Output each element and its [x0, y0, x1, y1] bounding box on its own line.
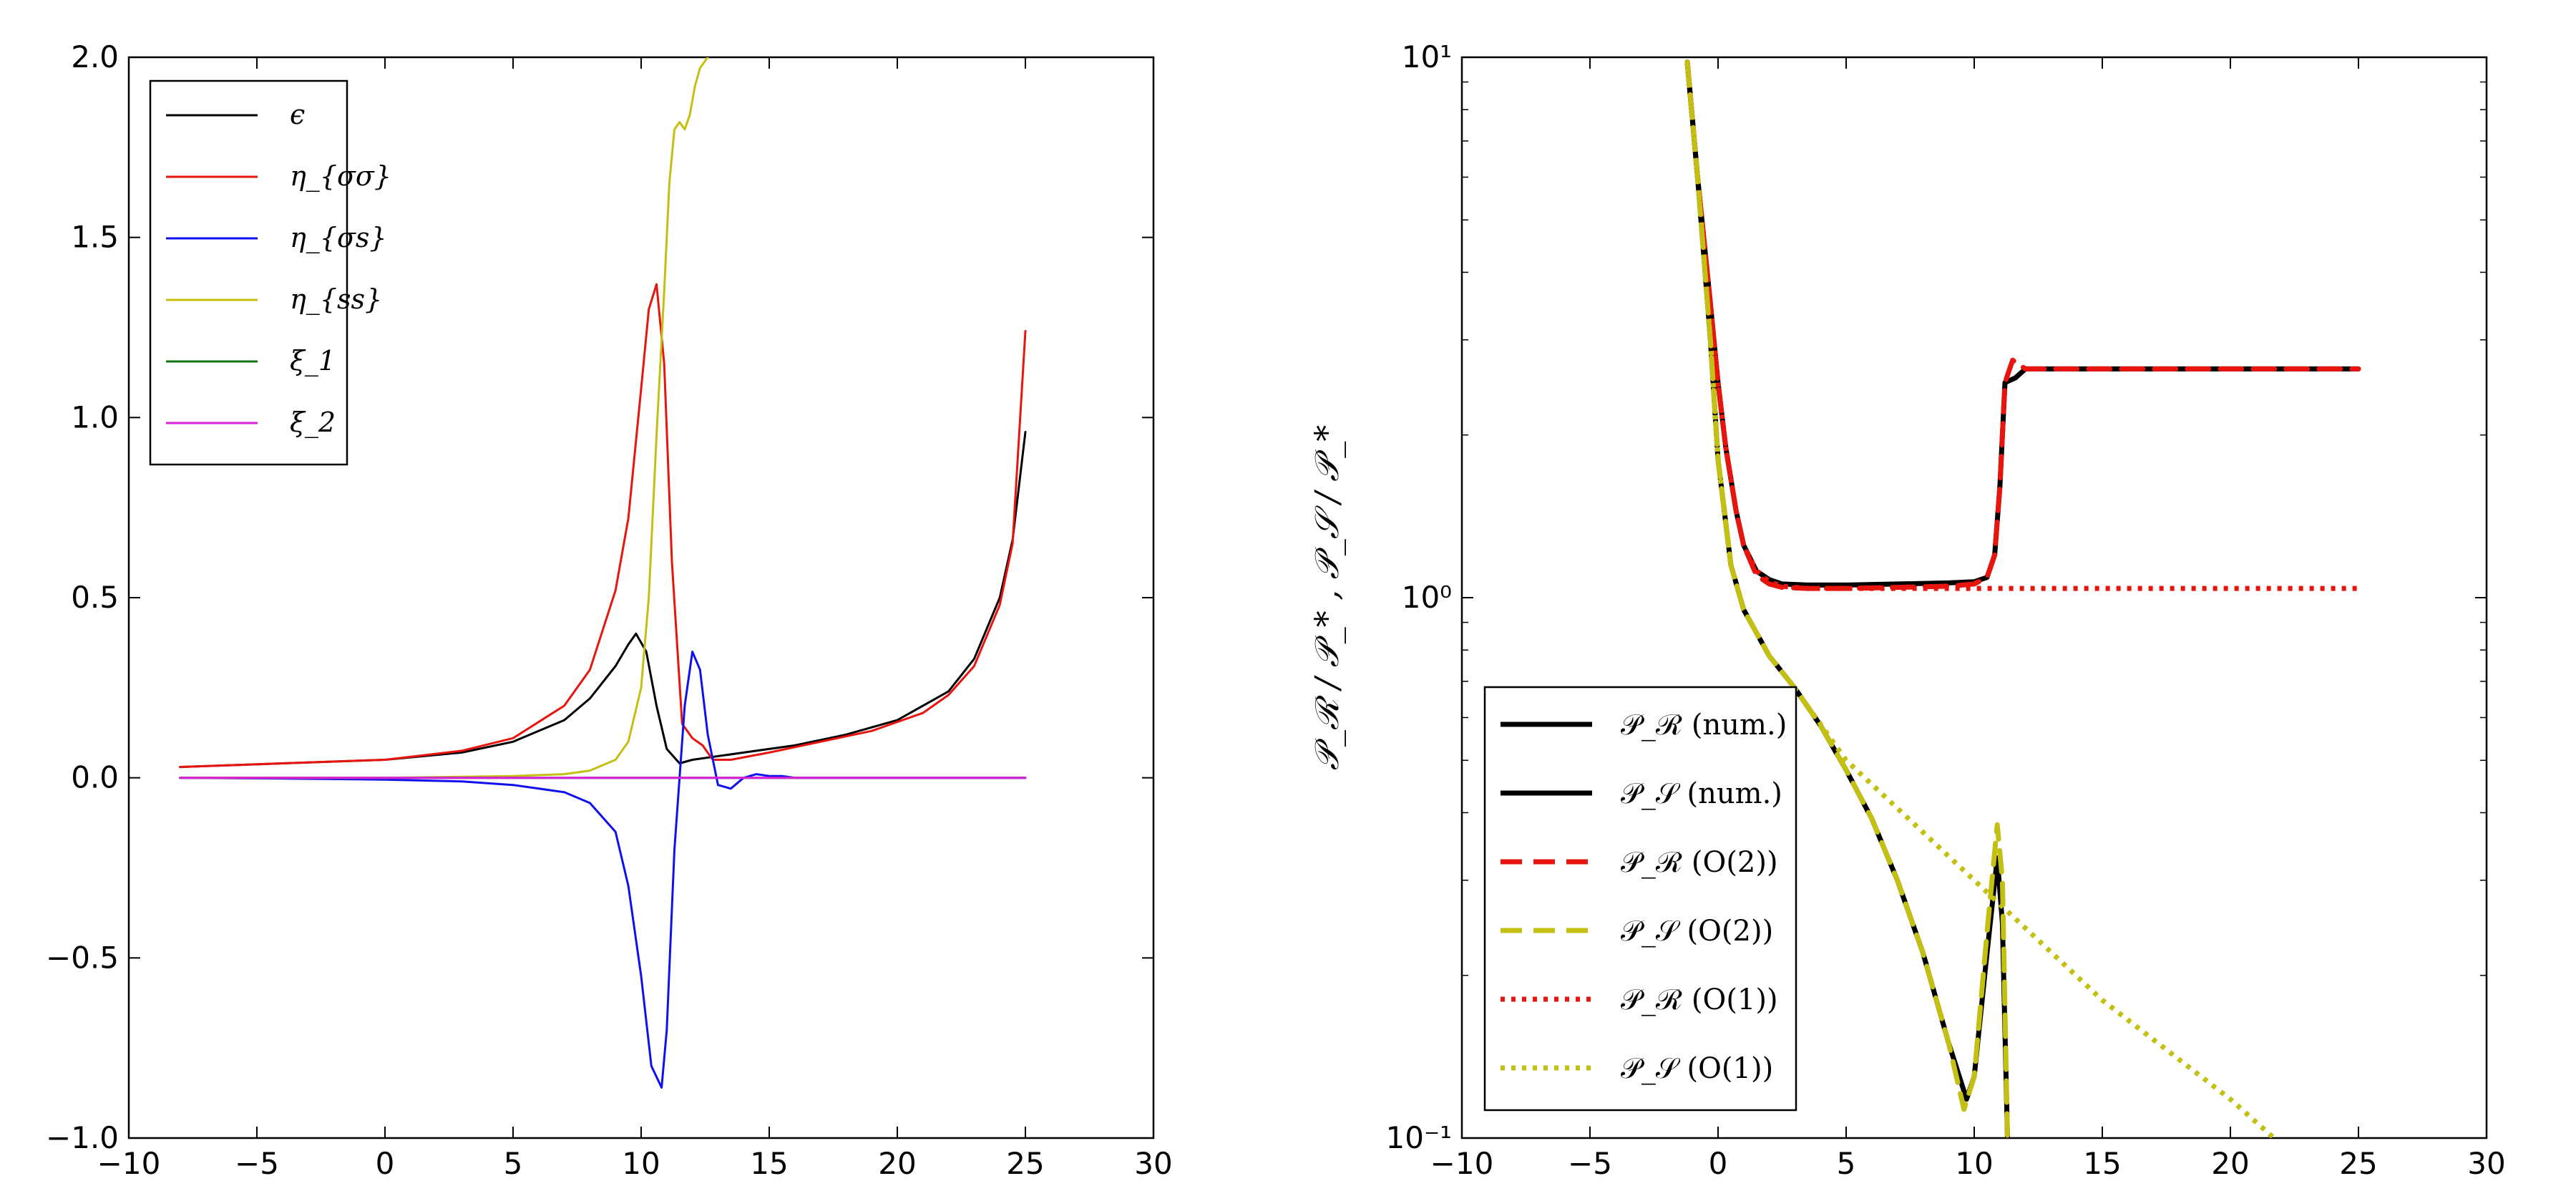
x-tick-label: 5 [504, 1146, 523, 1181]
x-tick-label: 20 [878, 1146, 916, 1181]
x-tick-label: 30 [1134, 1146, 1172, 1181]
legend-box [1483, 686, 1797, 1112]
x-tick-label: 10 [622, 1146, 660, 1181]
y-tick-label: 10⁻¹ [1386, 1120, 1452, 1155]
x-tick-label: −5 [235, 1146, 279, 1181]
right-y-axis-label: 𝒫_ℛ / 𝒫_* , 𝒫_𝒮 / 𝒫_* [1307, 425, 1346, 771]
x-tick-label: −10 [1430, 1146, 1494, 1181]
x-tick-label: 30 [2467, 1146, 2505, 1181]
series-line-5 [1684, 62, 2276, 1138]
right-series-group [1684, 59, 2361, 1138]
legend-label: 𝒫_ℛ (num.) [1621, 709, 1787, 742]
x-tick-label: 15 [750, 1146, 788, 1181]
y-tick-label: 1.0 [71, 399, 119, 434]
legend-label: 𝒫_ℛ (O(2)) [1621, 846, 1778, 879]
left-chart: −10 −5 0 5 10 15 20 25 30 −1.0 −0.5 0.0 0.5 1.0 1.5 2.0… [46, 39, 1173, 1181]
series-line-4 [1684, 62, 2358, 591]
series-line-2 [1684, 59, 2361, 591]
series-line-0 [1684, 59, 2361, 588]
legend-label: 𝒫_𝒮 (num.) [1621, 777, 1782, 810]
legend-label: ϵ [290, 99, 305, 130]
series-line-0 [179, 431, 1027, 769]
x-tick-label: 5 [1837, 1146, 1856, 1181]
legend-label: η_{ss} [290, 283, 382, 316]
legend-label: 𝒫_ℛ (O(1)) [1621, 983, 1778, 1016]
right-axis-ticks: −10 −5 0 5 10 15 20 25 30 10⁻¹ 10⁰ 10¹ [1386, 39, 2506, 1181]
x-tick-label: 20 [2211, 1146, 2249, 1181]
legend-label: η_{σs} [290, 222, 387, 254]
legend-label: 𝒫_𝒮 (O(1)) [1621, 1052, 1773, 1085]
y-tick-label: 10¹ [1402, 39, 1452, 74]
series-line-1 [179, 283, 1027, 769]
series-line-3 [1684, 59, 2010, 1138]
left-axis-ticks: −10 −5 0 5 10 15 20 25 30 −1.0 −0.5 0.0 0.5 1.0 1.5 2.0 [46, 39, 1173, 1181]
y-tick-label: 1.5 [71, 220, 119, 255]
y-tick-label: 0.5 [71, 580, 119, 615]
legend-label: ξ_1 [290, 345, 336, 377]
x-tick-label: 25 [2339, 1146, 2377, 1181]
x-tick-label: 10 [1955, 1146, 1993, 1181]
x-tick-label: 25 [1006, 1146, 1044, 1181]
left-legend: ϵ η_{σσ} η_{σs} η_{ss} ξ_1 ξ_2 [149, 79, 391, 466]
y-tick-label: 2.0 [71, 39, 119, 74]
legend-box [149, 79, 348, 466]
y-tick-label: −0.5 [46, 940, 119, 975]
y-tick-label: 0.0 [71, 760, 119, 795]
x-tick-label: −5 [1568, 1146, 1612, 1181]
series-line-2 [179, 651, 1027, 1089]
x-tick-label: 0 [1709, 1146, 1728, 1181]
x-tick-label: −10 [97, 1146, 161, 1181]
left-series-group [179, 57, 1027, 1089]
y-tick-label: −1.0 [46, 1120, 119, 1155]
x-tick-label: 15 [2083, 1146, 2121, 1181]
y-tick-label: 10⁰ [1402, 580, 1452, 615]
right-legend: 𝒫_ℛ (num.) 𝒫_𝒮 (num.) 𝒫_ℛ (O(2)) 𝒫_𝒮 (O(2))… [1483, 686, 1797, 1112]
series-line-3 [179, 57, 709, 779]
legend-label: 𝒫_𝒮 (O(2)) [1621, 915, 1773, 948]
legend-label: ξ_2 [290, 407, 336, 439]
x-tick-label: 0 [376, 1146, 395, 1181]
legend-label: η_{σσ} [290, 160, 391, 193]
